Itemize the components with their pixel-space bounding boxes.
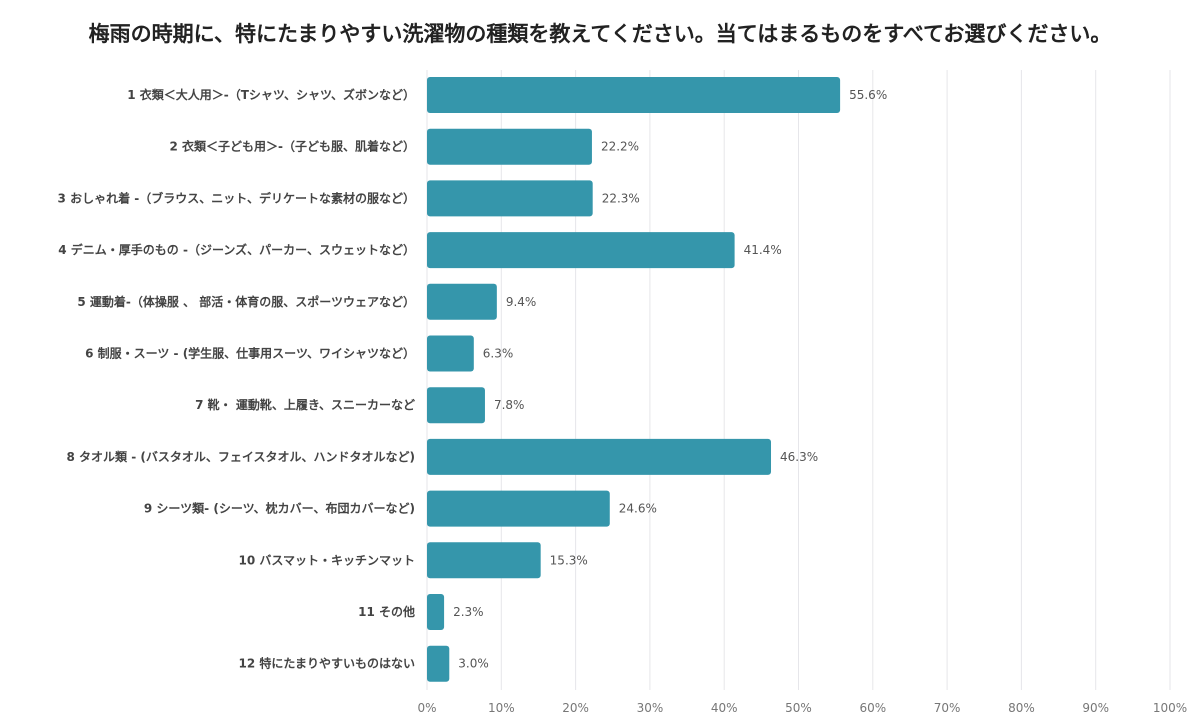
x-axis-ticks: 0% 10% 20% 30% 40% 50% 60% 70% 80% 90% 100%: [417, 701, 1187, 715]
category-label: 2 衣類＜子ども用＞-（子ども服、肌着など）: [169, 139, 415, 154]
category-label: 1 衣類＜大人用＞-（Tシャツ、シャツ、ズボンなど）: [127, 87, 415, 102]
value-label: 15.3%: [550, 553, 588, 567]
value-label: 46.3%: [780, 450, 818, 464]
category-label: 9 シーツ類- (シーツ、枕カバー、布団カバーなど): [144, 501, 415, 516]
bar: [427, 490, 610, 527]
category-label: 11 その他: [358, 604, 415, 619]
bar: [427, 77, 841, 113]
category-label: 5 運動着-（体操服 、 部活・体育の服、スポーツウェアなど）: [77, 294, 415, 309]
value-label: 3.0%: [458, 657, 489, 671]
x-tick-label: 50%: [785, 701, 812, 715]
x-tick-label: 0%: [417, 701, 436, 715]
x-tick-label: 10%: [488, 701, 515, 715]
value-label: 22.2%: [601, 140, 639, 154]
x-tick-label: 80%: [1008, 701, 1035, 715]
bar: [427, 128, 592, 165]
value-label: 6.3%: [483, 347, 513, 361]
category-label: 4 デニム・厚手のもの -（ジーンズ、パーカー、スウェットなど）: [58, 242, 415, 257]
value-label: 22.3%: [602, 191, 640, 205]
bar: [427, 645, 450, 682]
bar: [427, 283, 497, 320]
x-tick-label: 20%: [562, 701, 589, 715]
value-label: 55.6%: [849, 88, 887, 102]
value-label: 7.8%: [494, 398, 524, 412]
bar: [427, 180, 593, 217]
bar: [427, 232, 735, 269]
value-label: 9.4%: [506, 295, 537, 309]
category-label: 3 おしゃれ着 -（ブラウス、ニット、デリケートな素材の服など）: [58, 190, 415, 205]
grid-lines: [426, 70, 1171, 690]
category-label: 8 タオル類 - (バスタオル、フェイスタオル、ハンドタオルなど): [67, 449, 415, 464]
x-tick-label: 100%: [1153, 701, 1187, 715]
x-tick-label: 70%: [934, 701, 961, 715]
bar: [427, 387, 485, 424]
bar: [427, 438, 772, 475]
value-label: 2.3%: [453, 605, 484, 619]
category-label: 12 特にたまりやすいものはない: [238, 656, 415, 671]
category-label: 7 靴・ 運動靴、上履き、スニーカーなど: [195, 397, 415, 412]
x-tick-label: 90%: [1082, 701, 1109, 715]
bar: [427, 335, 474, 372]
value-labels: 55.6% 22.2% 22.3% 41.4% 9.4% 6.3% 7.8% 46.3% 24.…: [453, 88, 887, 671]
category-label: 6 制服・スーツ - (学生服、仕事用スーツ、ワイシャツなど）: [85, 346, 415, 361]
category-label: 10 バスマット・キッチンマット: [238, 553, 415, 567]
bar: [427, 542, 541, 579]
x-tick-label: 30%: [637, 701, 664, 715]
category-labels: 1 衣類＜大人用＞-（Tシャツ、シャツ、ズボンなど） 2 衣類＜子ども用＞-（子ど…: [58, 87, 415, 671]
x-tick-label: 40%: [711, 701, 738, 715]
bar: [427, 594, 445, 630]
bars: [427, 77, 841, 682]
value-label: 24.6%: [619, 502, 657, 516]
value-label: 41.4%: [744, 243, 782, 257]
x-tick-label: 60%: [859, 701, 886, 715]
chart-title: 梅雨の時期に、特にたまりやすい洗濯物の種類を教えてください。当てはまるものをすべ…: [88, 22, 1112, 46]
